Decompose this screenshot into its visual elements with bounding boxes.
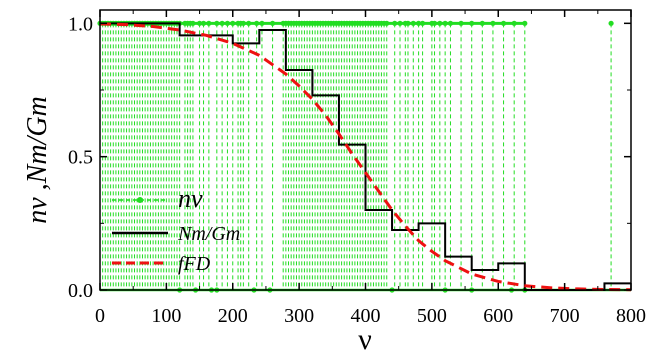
occupation-point — [384, 20, 390, 26]
occupation-point — [490, 20, 496, 26]
axis-labels: ν nν ,Nm/Gm — [22, 96, 372, 354]
step-series-line — [100, 22, 631, 291]
x-tick-label: 600 — [483, 305, 513, 327]
fermi-dirac-series-line — [99, 22, 632, 292]
y-axis-label: nν ,Nm/Gm — [22, 96, 53, 224]
x-tick-label: 200 — [218, 305, 248, 327]
occupation-point — [511, 20, 517, 26]
x-tick-label: 100 — [151, 305, 181, 327]
occupation-point — [479, 20, 485, 26]
x-tick-label: 500 — [417, 305, 447, 327]
x-tick-label: 0 — [95, 305, 105, 327]
x-tick-label: 300 — [284, 305, 314, 327]
occupation-point — [405, 20, 411, 26]
occupation-point — [219, 20, 225, 26]
occupation-point — [410, 20, 416, 26]
occupation-point — [246, 20, 252, 26]
occupation-point — [190, 20, 196, 26]
y-tick-label: 0.5 — [68, 147, 93, 169]
occupation-point — [269, 20, 276, 26]
x-tick-label: 800 — [616, 305, 646, 327]
occupation-point — [397, 20, 403, 26]
legend-label: fFD — [178, 253, 211, 275]
occupation-point — [214, 20, 220, 26]
y-tick-label: 0.0 — [68, 280, 93, 302]
occupation-point — [608, 20, 614, 26]
occupation-point — [469, 20, 475, 26]
y-tick-label: 1.0 — [68, 13, 93, 35]
legend-swatch-marker — [137, 197, 143, 203]
occupation-point — [230, 20, 236, 26]
occupation-point — [224, 20, 231, 26]
x-tick-label: 400 — [351, 305, 381, 327]
occupation-point — [392, 20, 398, 26]
occupation-point — [431, 20, 438, 26]
occupation-point — [442, 20, 448, 26]
occupation-point — [254, 20, 260, 26]
x-axis-label: ν — [358, 323, 372, 354]
legend-label: Nm/Gm — [177, 223, 240, 245]
occupation-point — [447, 20, 454, 26]
plot-area: 0 100 200 300 400 500 600 700 800 0.0 0.5 1.0 — [68, 9, 646, 327]
occupation-point — [416, 20, 422, 26]
legend-label: nν — [178, 184, 203, 213]
occupation-point — [240, 20, 246, 26]
occupation-point — [419, 20, 426, 26]
legend: nν Nm/Gm fFD — [112, 184, 240, 275]
occupation-point — [500, 20, 507, 26]
occupation-point — [259, 20, 265, 26]
occupation-point — [206, 20, 212, 26]
occupation-point — [196, 20, 203, 26]
x-tick-label: 700 — [550, 305, 580, 327]
occupation-point — [200, 20, 207, 26]
occupation-point — [458, 20, 464, 26]
occupation-point — [437, 20, 443, 26]
occupation-point — [522, 20, 528, 26]
